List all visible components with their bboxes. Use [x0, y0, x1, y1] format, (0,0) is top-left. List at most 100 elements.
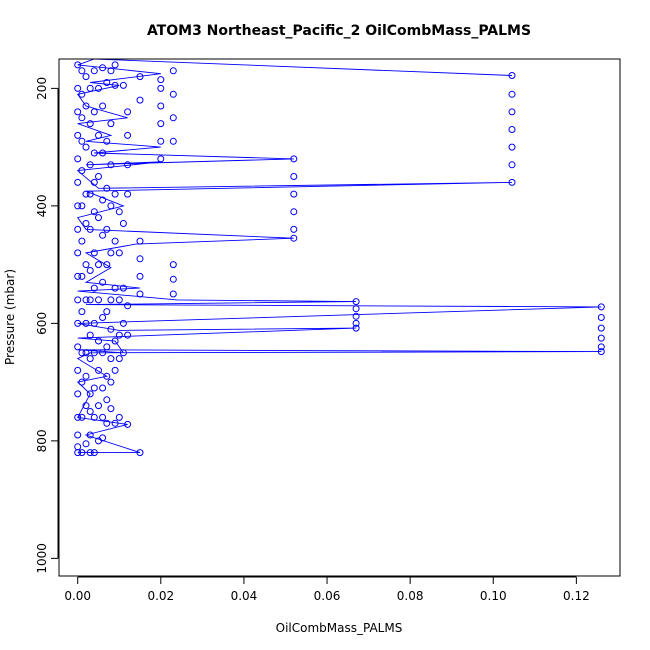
data-point [169, 261, 177, 269]
data-point [95, 296, 102, 304]
data-point [86, 190, 94, 198]
data-point [136, 272, 144, 280]
data-point [74, 390, 82, 398]
data-point [78, 67, 86, 75]
y-tick-label: 800 [35, 429, 49, 452]
data-point [74, 131, 82, 139]
data-point [74, 296, 82, 304]
data-point [78, 449, 86, 457]
data-point [103, 372, 111, 380]
data-point [82, 372, 90, 380]
data-point [90, 349, 98, 357]
data-point [103, 137, 111, 145]
data-point [107, 405, 115, 413]
data-point [78, 413, 86, 421]
data-point [74, 249, 82, 257]
data-point [99, 196, 107, 204]
data-point [74, 443, 82, 451]
data-point [107, 325, 115, 333]
data-point [107, 249, 115, 257]
data-point [78, 237, 86, 245]
data-point [90, 108, 98, 116]
data-point [157, 120, 165, 128]
data-point [95, 402, 102, 410]
data-point [107, 378, 115, 386]
data-point [111, 237, 119, 245]
data-point [508, 108, 516, 116]
data-point [119, 220, 127, 227]
data-point [74, 155, 82, 163]
data-point [119, 319, 127, 327]
data-point [74, 202, 82, 210]
data-point [136, 237, 144, 245]
data-point [107, 296, 115, 304]
data-point [352, 324, 360, 332]
data-point [86, 225, 94, 233]
data-point [124, 108, 132, 116]
data-point [90, 449, 98, 457]
data-point [111, 81, 119, 89]
data-point [86, 449, 94, 457]
data-point [352, 305, 360, 313]
data-point [124, 161, 132, 169]
data-point [74, 178, 82, 186]
data-point [95, 261, 102, 269]
data-point [508, 72, 516, 79]
data-point [103, 79, 111, 86]
data-point [82, 220, 90, 227]
data-point [157, 84, 165, 92]
data-point [115, 208, 123, 216]
data-point [157, 155, 165, 163]
x-axis: 0.00 0.02 0.04 0.06 0.08 0.10 0.12 [64, 576, 590, 603]
data-point [111, 190, 119, 198]
data-point [78, 308, 86, 316]
data-point [124, 420, 132, 428]
data-point [82, 102, 90, 110]
data-point [290, 208, 298, 216]
data-point [78, 137, 86, 145]
data-point [169, 114, 177, 122]
data-point [74, 108, 82, 116]
data-point [124, 190, 132, 198]
data-point [90, 67, 98, 75]
data-point [86, 331, 94, 339]
data-point [99, 413, 107, 421]
data-point [90, 249, 98, 257]
data-point [74, 366, 82, 374]
data-point [90, 284, 98, 292]
y-tick-label: 1000 [35, 543, 49, 574]
data-point [82, 349, 90, 357]
data-point [352, 312, 360, 320]
data-point [103, 184, 111, 192]
data-point [119, 81, 127, 89]
data-point [99, 314, 107, 321]
data-point [90, 178, 98, 186]
data-point [78, 378, 86, 386]
data-point [169, 275, 177, 283]
y-tick-label: 400 [35, 194, 49, 217]
data-point [78, 272, 86, 280]
data-point [95, 337, 102, 345]
data-point [115, 355, 123, 363]
data-point [74, 343, 82, 351]
data-point [82, 190, 90, 198]
data-point [508, 161, 516, 169]
data-point [290, 155, 298, 163]
data-point [86, 408, 94, 415]
data-point [95, 131, 102, 139]
data-point [99, 231, 107, 239]
x-tick-label: 0.12 [563, 589, 590, 603]
data-point [86, 120, 94, 128]
data-point [95, 214, 102, 222]
data-point [95, 84, 102, 92]
x-tick-label: 0.08 [397, 589, 424, 603]
data-point [78, 349, 86, 357]
y-tick-label: 200 [35, 77, 49, 100]
data-point [99, 434, 107, 442]
data-point [74, 413, 82, 421]
data-point [169, 67, 177, 75]
y-tick-label: 600 [35, 312, 49, 335]
data-point [82, 319, 90, 327]
x-tick-label: 0.10 [480, 589, 507, 603]
